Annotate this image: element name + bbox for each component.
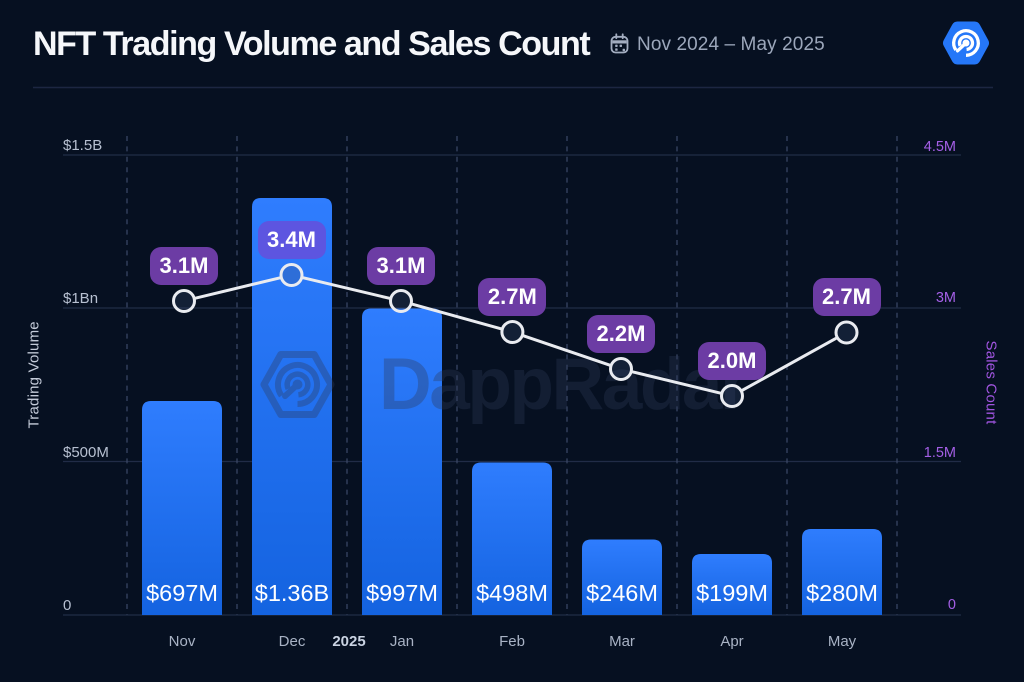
svg-text:DappRadar: DappRadar (379, 344, 748, 425)
